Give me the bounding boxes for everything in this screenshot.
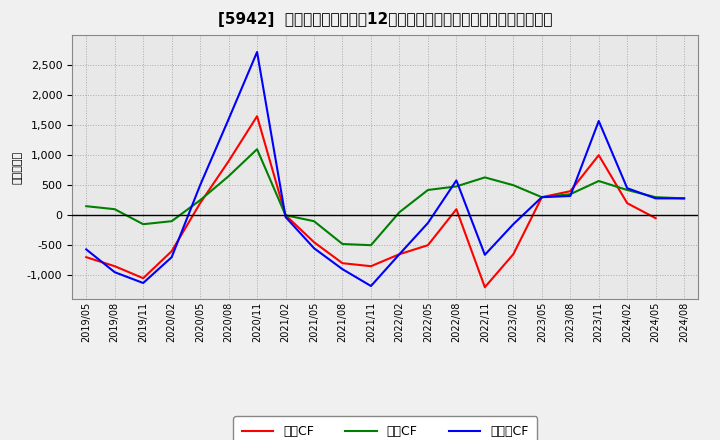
投資CF	[167, 219, 176, 224]
投資CF	[566, 191, 575, 197]
営業CF	[537, 194, 546, 200]
投資CF	[196, 198, 204, 203]
投資CF	[680, 196, 688, 201]
投資CF	[82, 204, 91, 209]
投資CF	[139, 222, 148, 227]
Y-axis label: （百万円）: （百万円）	[13, 150, 22, 184]
営業CF	[139, 275, 148, 281]
フリーCF	[82, 247, 91, 252]
フリーCF	[253, 49, 261, 55]
フリーCF	[196, 183, 204, 188]
営業CF	[167, 249, 176, 254]
フリーCF	[595, 118, 603, 124]
フリーCF	[167, 255, 176, 260]
フリーCF	[509, 222, 518, 227]
フリーCF	[338, 267, 347, 272]
営業CF	[452, 206, 461, 212]
営業CF	[338, 260, 347, 266]
投資CF	[509, 183, 518, 188]
フリーCF	[680, 196, 688, 201]
投資CF	[595, 178, 603, 183]
営業CF	[423, 242, 432, 248]
フリーCF	[310, 246, 318, 251]
営業CF	[82, 255, 91, 260]
営業CF	[225, 158, 233, 164]
フリーCF	[139, 280, 148, 286]
Line: 投資CF: 投資CF	[86, 149, 684, 245]
投資CF	[623, 187, 631, 193]
Legend: 営業CF, 投資CF, フリーCF: 営業CF, 投資CF, フリーCF	[233, 416, 537, 440]
営業CF	[110, 264, 119, 269]
投資CF	[282, 213, 290, 218]
Line: 営業CF: 営業CF	[86, 116, 656, 287]
営業CF	[253, 114, 261, 119]
フリーCF	[480, 252, 489, 257]
投資CF	[366, 242, 375, 248]
営業CF	[595, 153, 603, 158]
フリーCF	[652, 196, 660, 201]
投資CF	[452, 184, 461, 189]
Line: フリーCF: フリーCF	[86, 52, 684, 286]
フリーCF	[537, 194, 546, 200]
営業CF	[652, 216, 660, 221]
営業CF	[509, 252, 518, 257]
投資CF	[110, 206, 119, 212]
投資CF	[537, 194, 546, 200]
営業CF	[310, 239, 318, 245]
投資CF	[423, 187, 432, 193]
投資CF	[253, 147, 261, 152]
投資CF	[338, 242, 347, 247]
営業CF	[366, 264, 375, 269]
投資CF	[395, 209, 404, 215]
投資CF	[652, 194, 660, 200]
営業CF	[480, 285, 489, 290]
投資CF	[310, 219, 318, 224]
営業CF	[395, 252, 404, 257]
フリーCF	[623, 186, 631, 191]
フリーCF	[452, 178, 461, 183]
フリーCF	[395, 252, 404, 257]
営業CF	[196, 201, 204, 206]
フリーCF	[423, 220, 432, 226]
営業CF	[623, 201, 631, 206]
投資CF	[480, 175, 489, 180]
フリーCF	[282, 214, 290, 220]
フリーCF	[110, 270, 119, 275]
フリーCF	[225, 117, 233, 122]
営業CF	[282, 213, 290, 218]
フリーCF	[366, 283, 375, 289]
投資CF	[225, 173, 233, 179]
Title: [5942]  キャッシュフローの12か月移動合計の対前年同期増減額の推移: [5942] キャッシュフローの12か月移動合計の対前年同期増減額の推移	[218, 12, 552, 27]
営業CF	[566, 189, 575, 194]
フリーCF	[566, 193, 575, 198]
